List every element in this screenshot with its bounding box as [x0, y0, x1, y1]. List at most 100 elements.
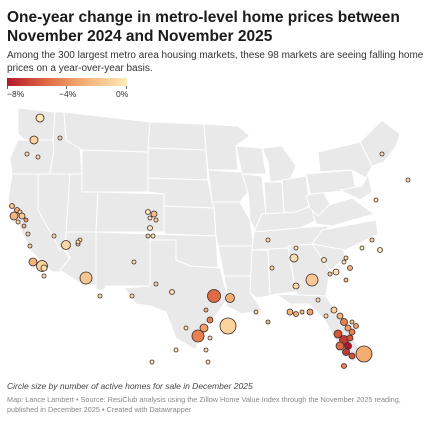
metro-marker [150, 210, 158, 218]
metro-marker [199, 323, 209, 333]
state-missouri [211, 201, 255, 247]
map-subtitle: Among the 300 largest metro area housing… [7, 50, 424, 74]
metro-marker [61, 240, 71, 250]
metro-marker [333, 329, 343, 339]
metro-marker [97, 293, 103, 299]
metro-marker [203, 347, 209, 353]
state-new-england [359, 119, 401, 167]
metro-marker [332, 268, 340, 276]
state-minnesota [203, 123, 251, 171]
metro-marker [342, 348, 350, 356]
metro-marker [341, 259, 347, 265]
legend-label-min: −8% [7, 89, 25, 99]
metro-marker [147, 215, 153, 221]
legend-tick [7, 86, 8, 89]
state-arkansas [217, 245, 255, 277]
size-caption: Circle size by number of active homes fo… [7, 381, 253, 391]
metro-marker [35, 154, 41, 160]
metro-marker [379, 151, 385, 157]
metro-marker [191, 329, 205, 343]
metro-marker [21, 223, 27, 229]
metro-marker [153, 281, 159, 287]
metro-marker [9, 211, 19, 221]
metro-marker [145, 233, 151, 239]
state-wyoming [81, 149, 149, 193]
us-states [7, 107, 401, 363]
metro-marker [349, 319, 355, 325]
metro-marker [305, 273, 319, 287]
metro-marker [9, 203, 15, 209]
metro-marker [205, 359, 211, 365]
metro-marker [348, 328, 356, 336]
metro-marker [24, 151, 30, 157]
metro-marker [253, 309, 259, 315]
metro-marker [206, 316, 214, 324]
state-maryland-delaware-new-jersey [338, 172, 373, 201]
metro-marker [225, 293, 235, 303]
metro-marker [27, 243, 33, 249]
metro-marker [219, 317, 237, 335]
metro-marker [405, 177, 411, 183]
legend-gradient-bar [7, 78, 127, 86]
metro-marker [173, 347, 179, 353]
legend-tick [66, 86, 67, 89]
metro-marker [293, 311, 299, 317]
state-south-dakota [147, 147, 209, 181]
metro-marker [129, 293, 135, 299]
metro-marker [41, 273, 47, 279]
metro-markers [9, 113, 411, 369]
metro-marker [57, 135, 63, 141]
state-mississippi [249, 249, 271, 299]
metro-marker [289, 253, 299, 263]
legend-label-mid: −4% [59, 89, 77, 99]
metro-marker [343, 255, 349, 261]
metro-marker [306, 308, 314, 316]
state-oregon [9, 139, 55, 175]
metro-marker [347, 265, 353, 271]
metro-marker [355, 345, 373, 363]
metro-marker [15, 219, 21, 225]
metro-marker [330, 306, 338, 314]
metro-marker [344, 324, 352, 332]
metro-marker [327, 271, 333, 277]
metro-marker [336, 312, 344, 320]
state-virginia [311, 197, 376, 227]
metro-marker [265, 237, 271, 243]
metro-marker [40, 264, 48, 272]
metro-marker [373, 197, 379, 203]
state-michigan [261, 145, 297, 183]
metro-marker [323, 313, 329, 319]
metro-marker [269, 265, 275, 271]
legend-label-max: 0% [116, 89, 129, 99]
metro-marker [341, 363, 347, 369]
metro-marker [79, 271, 93, 285]
metro-marker [346, 334, 354, 342]
metro-marker [35, 113, 45, 123]
metro-marker [265, 319, 271, 325]
metro-marker [348, 352, 356, 360]
color-legend: −8% −4% 0% [7, 78, 129, 100]
state-north-dakota [147, 121, 207, 151]
metro-marker [28, 257, 38, 267]
metro-marker [340, 318, 348, 326]
metro-marker [292, 282, 300, 290]
metro-marker [25, 231, 31, 237]
metro-marker [150, 233, 156, 239]
source-credits: Map: Lance Lambert • Source: ResiClub an… [7, 395, 401, 414]
metro-marker [299, 309, 305, 315]
metro-marker [315, 297, 321, 303]
metro-marker [369, 237, 375, 243]
metro-marker [145, 209, 151, 215]
metro-marker [207, 335, 213, 341]
state-iowa [207, 169, 249, 203]
map-title: One-year change in metro-level home pric… [7, 9, 400, 45]
metro-marker [321, 257, 327, 263]
metro-marker [149, 359, 155, 365]
metro-marker [377, 247, 383, 253]
state-north-carolina [311, 219, 379, 251]
metro-marker [293, 245, 299, 251]
metro-marker [353, 323, 359, 329]
metro-marker [343, 277, 349, 283]
metro-marker [131, 259, 137, 265]
